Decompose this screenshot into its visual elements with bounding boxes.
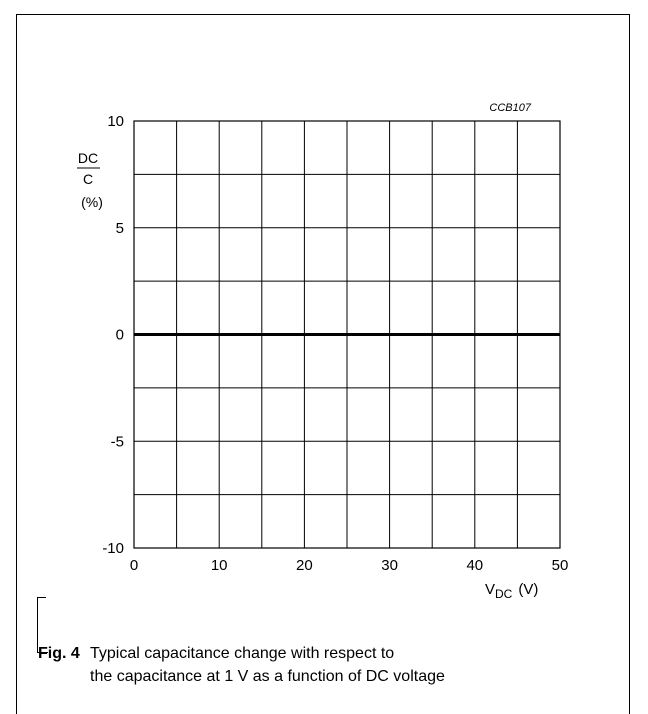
figure-caption: Fig. 4 Typical capacitance change with r…: [38, 642, 445, 688]
figure-code: CCB107: [489, 102, 531, 114]
caption-line-2: the capacitance at 1 V as a function of …: [90, 668, 445, 685]
x-tick-label: 50: [552, 557, 569, 574]
caption-line-1: Typical capacitance change with respect …: [90, 645, 395, 662]
y-tick-label: 0: [116, 327, 124, 344]
x-tick-label: 30: [381, 557, 398, 574]
figure-frame: [16, 14, 630, 714]
caption-bracket-top: [37, 597, 46, 598]
x-axis-label: VDC (V): [485, 581, 538, 601]
x-tick-label: 20: [296, 557, 313, 574]
y-label-denominator: C: [83, 171, 93, 187]
caption-bracket: [37, 597, 38, 653]
x-tick-labels: 0 10 20 30 40 50: [130, 557, 569, 574]
y-tick-label: 10: [107, 113, 124, 130]
x-tick-label: 0: [130, 557, 138, 574]
x-tick-label: 10: [211, 557, 228, 574]
x-label: VDC (V): [485, 581, 538, 601]
y-tick-label: -5: [111, 433, 124, 450]
y-tick-labels: 10 5 0 -5 -10: [102, 113, 124, 557]
y-label-numerator: DC: [78, 150, 98, 166]
figure-label: Fig. 4: [38, 645, 80, 662]
y-label-unit: (%): [81, 194, 103, 210]
x-tick-label: 40: [466, 557, 483, 574]
caption-bracket-bottom: [37, 652, 48, 653]
y-tick-label: -10: [102, 540, 124, 557]
y-axis-label: DC C (%): [77, 150, 103, 210]
y-tick-label: 5: [116, 220, 124, 237]
